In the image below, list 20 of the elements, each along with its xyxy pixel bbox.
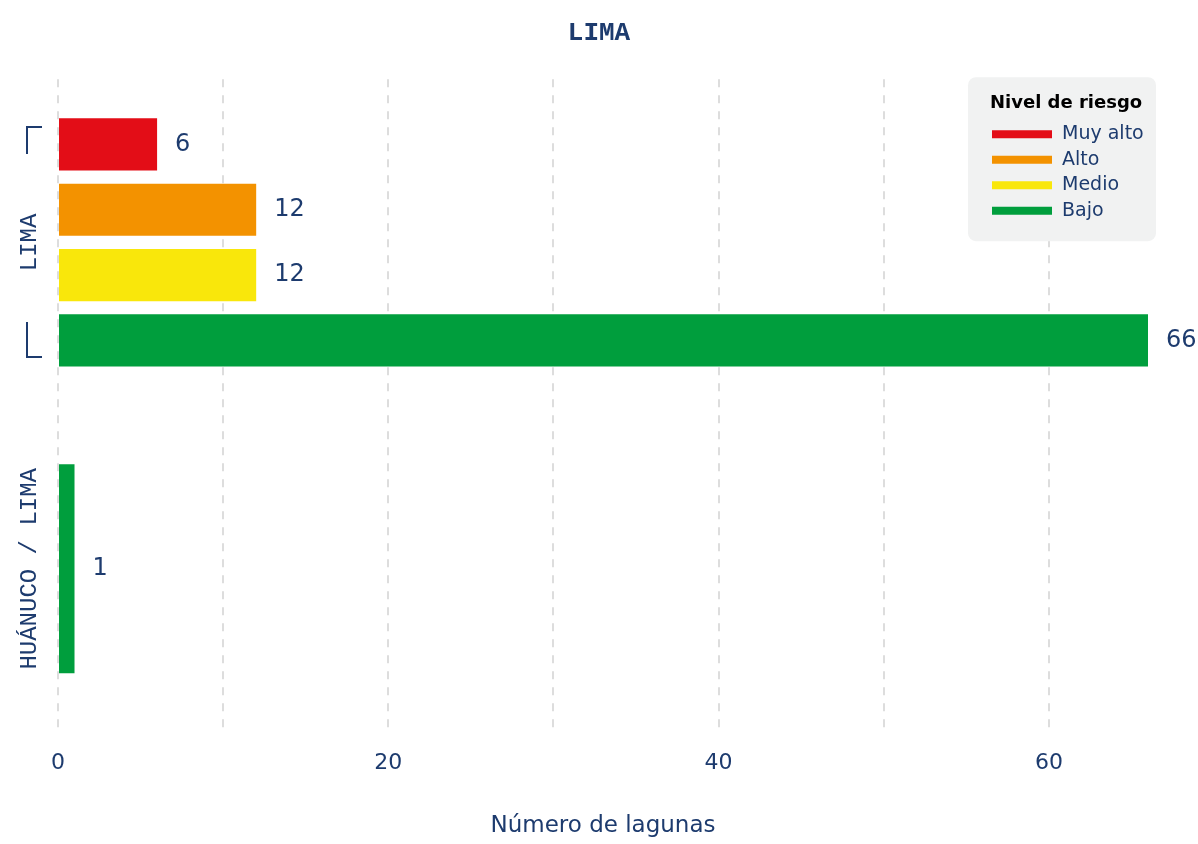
legend-label: Alto bbox=[1062, 146, 1100, 169]
legend-label: Medio bbox=[1062, 172, 1120, 195]
legend-label: Bajo bbox=[1062, 197, 1104, 220]
data-label: 6 bbox=[175, 128, 191, 157]
bar bbox=[59, 118, 158, 171]
bar bbox=[59, 183, 257, 236]
x-tick-label: 0 bbox=[51, 748, 65, 774]
data-label: 66 bbox=[1166, 324, 1197, 353]
y-tick-label: HUÁNUCO / LIMA bbox=[16, 467, 44, 670]
data-label: 12 bbox=[274, 259, 305, 288]
data-label: 1 bbox=[92, 553, 108, 582]
chart-title: LIMA bbox=[567, 18, 631, 49]
x-tick-label: 40 bbox=[704, 748, 733, 774]
legend-label: Muy alto bbox=[1062, 121, 1144, 144]
x-axis-title: Número de lagunas bbox=[490, 811, 716, 838]
bar bbox=[59, 248, 257, 302]
x-tick-label: 20 bbox=[374, 748, 403, 774]
x-tick-label: 60 bbox=[1034, 748, 1063, 774]
legend-title: Nivel de riesgo bbox=[990, 90, 1143, 112]
data-label: 12 bbox=[274, 193, 305, 222]
